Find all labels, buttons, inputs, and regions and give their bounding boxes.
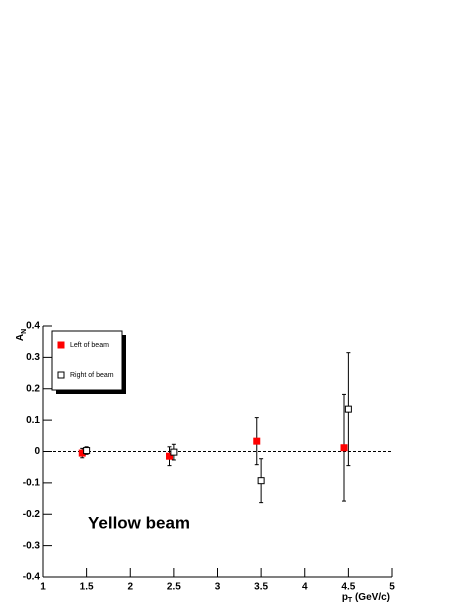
y-tick-label: 0.3 [26, 352, 40, 363]
y-label-main: A [15, 334, 26, 341]
x-tick-label: 3 [215, 582, 221, 593]
point [257, 477, 265, 485]
legend-marker [57, 341, 65, 349]
x-tick-label: 4.5 [341, 582, 355, 593]
y-tick-label: 0.4 [26, 321, 40, 332]
y-axis-label: AN [15, 329, 28, 341]
point [166, 452, 174, 460]
y-tick-label: 0 [34, 446, 40, 457]
x-tick-label: 2 [127, 582, 133, 593]
x-tick-label: 5 [389, 582, 395, 593]
legend-box [51, 330, 123, 391]
point [170, 448, 178, 456]
y-tick-label: -0.1 [23, 478, 41, 489]
x-label-sub: T [348, 597, 353, 604]
point [83, 447, 91, 455]
y-tick-label: 0.2 [26, 383, 40, 394]
point [253, 437, 261, 445]
point [344, 405, 352, 413]
legend-label: Left of beam [70, 342, 109, 349]
legend-label: Right of beam [70, 372, 114, 379]
y-tick-label: -0.2 [23, 509, 41, 520]
y-tick-label: -0.4 [23, 572, 41, 583]
legend-marker [57, 371, 65, 379]
x-label-suffix: (GeV/c) [352, 592, 390, 603]
x-tick-label: 1 [40, 582, 46, 593]
x-tick-label: 2.5 [167, 582, 181, 593]
x-axis-label: pT (GeV/c) [342, 592, 390, 604]
y-tick-label: 0.1 [26, 415, 40, 426]
annotation: Yellow beam [88, 513, 190, 532]
x-tick-label: 3.5 [254, 582, 268, 593]
x-tick-label: 4 [302, 582, 308, 593]
point [340, 444, 348, 452]
y-label-sub: N [21, 329, 28, 334]
y-tick-label: -0.3 [23, 540, 41, 551]
x-label-main: p [342, 592, 348, 603]
x-tick-label: 1.5 [80, 582, 94, 593]
